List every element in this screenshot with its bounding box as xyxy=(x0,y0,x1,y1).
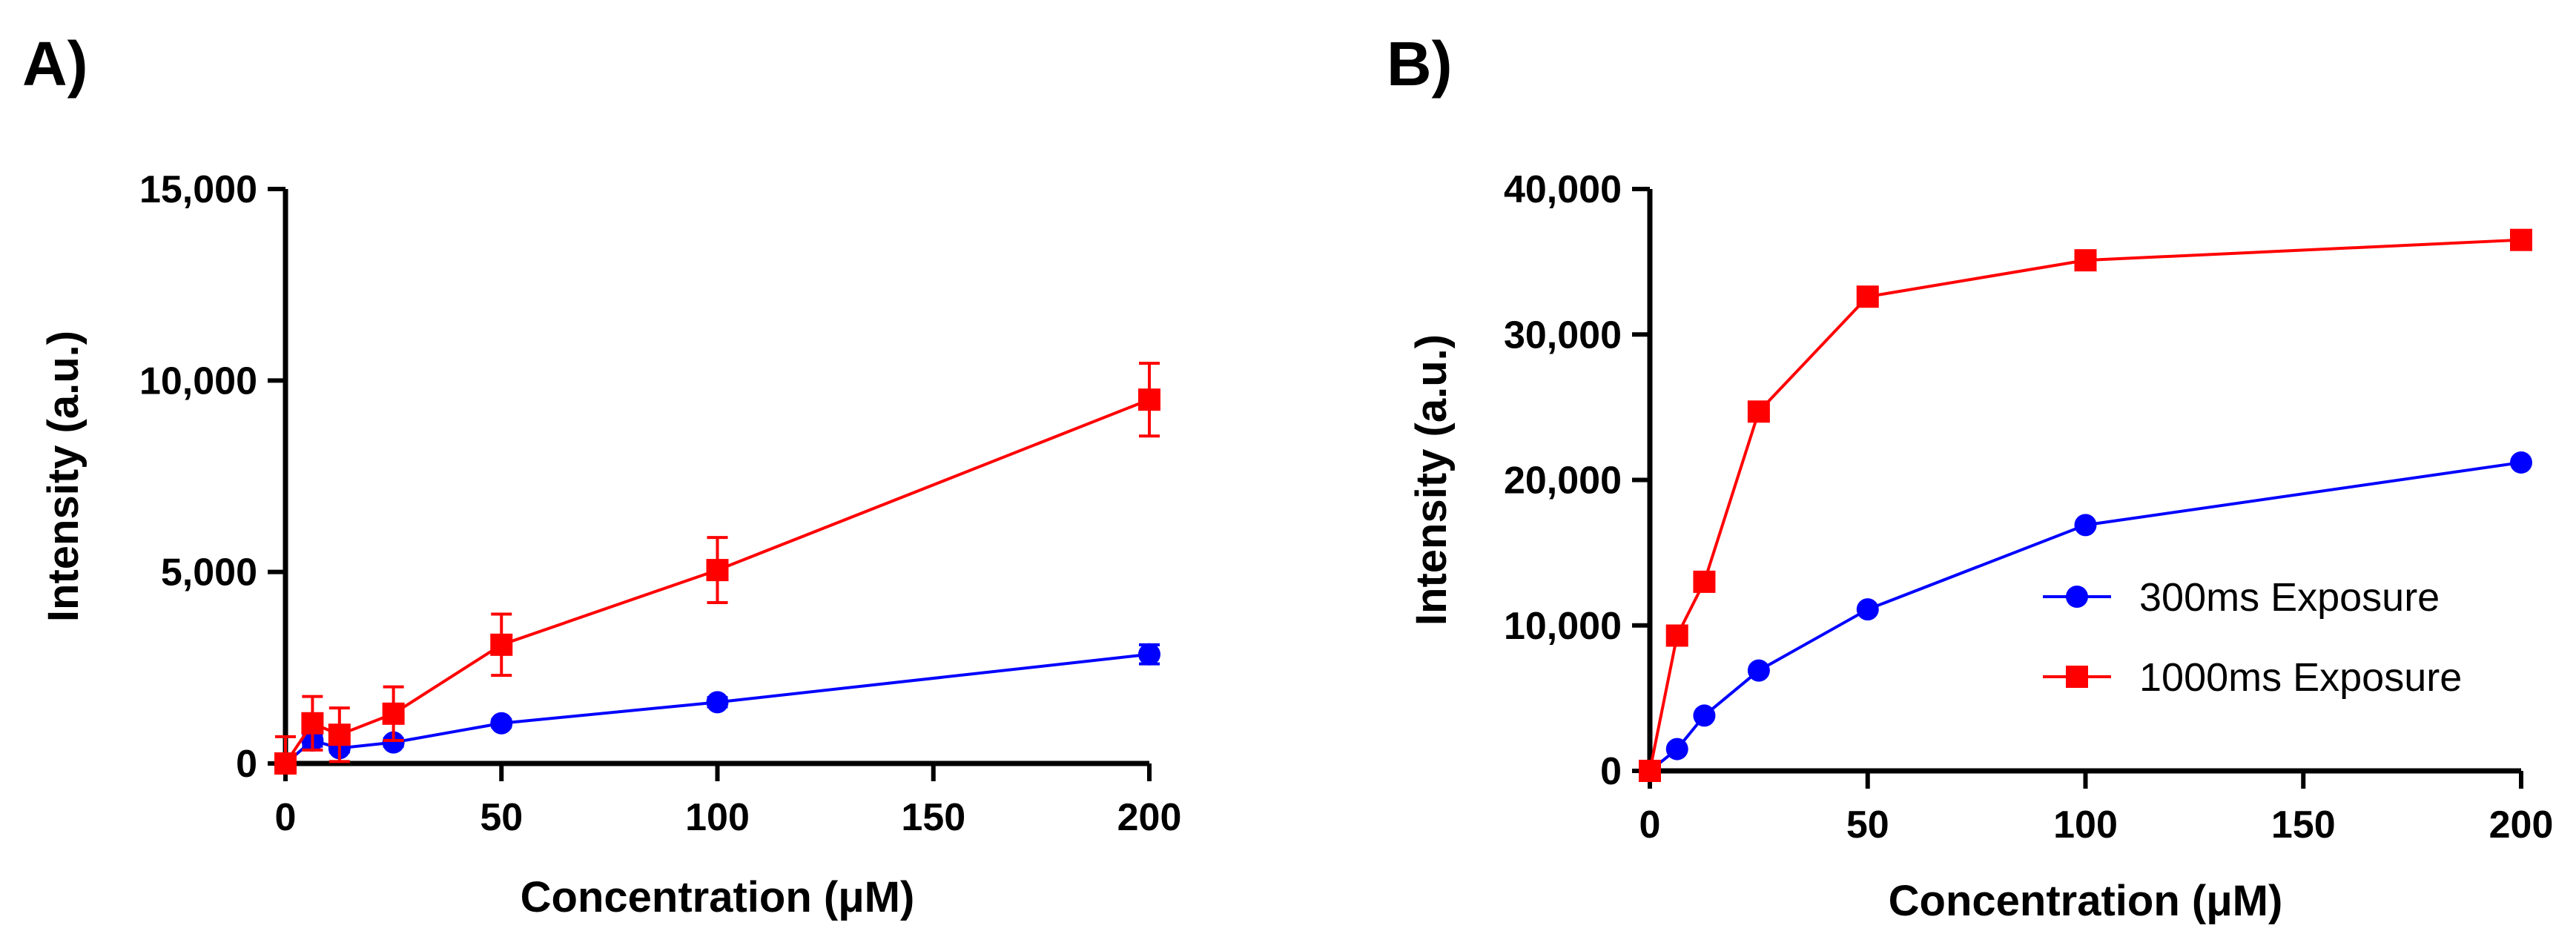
chart-b-y-tick-label: 40,000 xyxy=(1504,168,1622,211)
chart-b: 0 50 100 150 200 0 10,000 20,000 30,000 40,000 Con… xyxy=(1407,168,2553,925)
chart-a-series-300ms-point xyxy=(382,731,405,754)
chart-a-series-1000ms-point xyxy=(706,559,729,582)
chart-b-x-tick-label: 150 xyxy=(2271,803,2336,846)
panel-a-label: A) xyxy=(22,29,88,99)
chart-a-x-tick-label: 200 xyxy=(1117,796,1182,839)
chart-b-series-300ms-point xyxy=(1693,704,1716,727)
chart-b-y-tick-label: 20,000 xyxy=(1504,460,1622,503)
chart-a-x-tick-label: 150 xyxy=(901,796,965,839)
chart-a-series-1000ms-point xyxy=(490,633,513,656)
chart-b-series-1000ms-point xyxy=(1747,400,1770,423)
chart-b-series-300ms-point xyxy=(2510,451,2532,474)
chart-b-series-1000ms-point xyxy=(1665,624,1688,647)
chart-a-series-300ms-point xyxy=(1138,643,1160,666)
chart-b-series-1000ms-point xyxy=(1693,570,1716,593)
chart-a-series-300ms-point xyxy=(490,712,513,735)
chart-a-series-1000ms-point xyxy=(328,723,351,746)
chart-b-x-tick-label: 0 xyxy=(1639,803,1661,846)
chart-b-x-tick-label: 100 xyxy=(2053,803,2118,846)
chart-a-x-tick-label: 50 xyxy=(480,796,523,839)
chart-a-x-tick-label: 0 xyxy=(275,796,297,839)
chart-b-legend-series-1000ms-marker xyxy=(2066,666,2088,688)
chart-a-y-tick-label: 0 xyxy=(236,743,257,786)
chart-a-x-axis-label: Concentration (μM) xyxy=(521,873,915,921)
chart-a-series-1000ms-point xyxy=(274,752,297,775)
chart-b-series-300ms-point xyxy=(1747,659,1770,682)
chart-b-series-1000ms-point xyxy=(1856,285,1879,308)
chart-b-y-tick-label: 30,000 xyxy=(1504,314,1622,357)
chart-b-series-1000ms-point xyxy=(2510,228,2532,251)
chart-b-x-tick-label: 200 xyxy=(2489,803,2554,846)
chart-a-y-tick-label: 10,000 xyxy=(139,359,257,402)
chart-a-y-axis-label: Intensity (a.u.) xyxy=(39,331,87,622)
chart-b-series-1000ms-point xyxy=(2074,249,2097,272)
chart-b-y-tick-label: 0 xyxy=(1600,750,1622,793)
chart-b-y-axis-label: Intensity (a.u.) xyxy=(1407,334,1456,626)
chart-b-legend-series-300ms-label: 300ms Exposure xyxy=(2139,575,2440,620)
chart-b-series-300ms-point xyxy=(1856,598,1879,621)
chart-b-legend-series-300ms-marker xyxy=(2066,586,2088,608)
chart-a-series-300ms-point xyxy=(706,691,729,714)
chart-a-series-1000ms-point xyxy=(1138,388,1160,411)
chart-b-series-300ms-point xyxy=(2074,514,2097,537)
chart-a-x-tick-label: 100 xyxy=(685,796,750,839)
chart-a-series-1000ms-point xyxy=(382,702,405,725)
chart-a-y-tick-label: 15,000 xyxy=(139,168,257,211)
chart-a-y-tick-label: 5,000 xyxy=(161,551,257,594)
chart-b-x-axis-label: Concentration (μM) xyxy=(1889,877,2283,925)
chart-b-series-300ms-point xyxy=(1665,738,1688,761)
chart-a-series-1000ms-point xyxy=(301,712,324,735)
chart-b-x-tick-label: 50 xyxy=(1846,803,1889,846)
chart-a: 0 50 100 150 200 0 5,000 10,000 15,000 Concentrat… xyxy=(39,168,1181,921)
chart-b-y-tick-label: 10,000 xyxy=(1504,605,1622,648)
panel-b-label: B) xyxy=(1387,29,1453,99)
chart-b-series-1000ms-point xyxy=(1639,760,1661,782)
chart-b-legend-series-1000ms-label: 1000ms Exposure xyxy=(2139,655,2462,700)
